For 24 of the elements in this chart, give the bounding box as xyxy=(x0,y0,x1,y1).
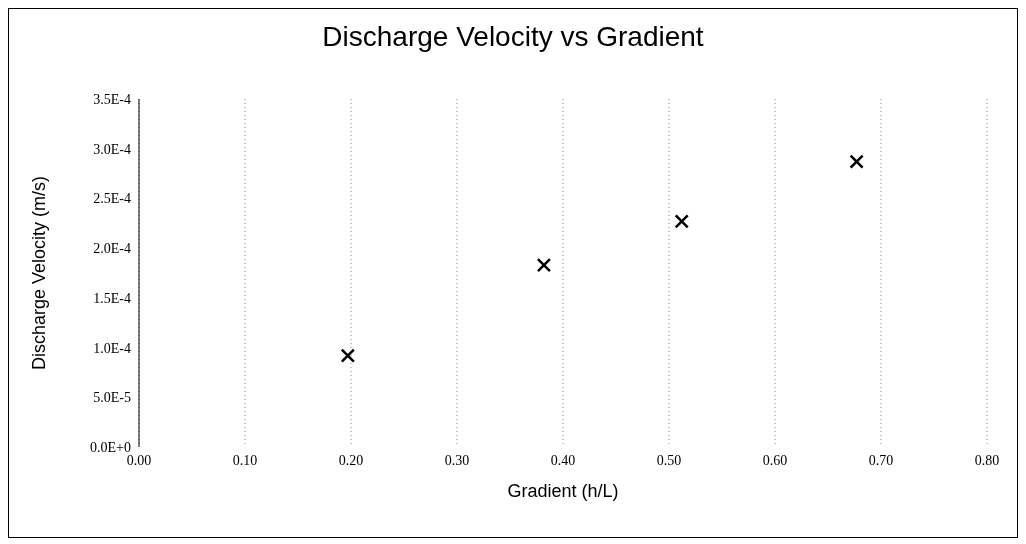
y-tick-label: 0.0E+0 xyxy=(90,439,131,455)
y-tick-label: 3.5E-4 xyxy=(93,91,131,107)
y-tick-label: 3.0E-4 xyxy=(93,141,131,157)
x-tick-label: 0.40 xyxy=(550,452,576,468)
chart-title: Discharge Velocity vs Gradient xyxy=(321,21,705,53)
x-axis-title: Gradient (h/L) xyxy=(507,481,619,501)
x-tick-label: 0.80 xyxy=(974,452,1000,468)
y-tick-label: 5.0E-5 xyxy=(93,390,131,406)
y-tick-label: 2.0E-4 xyxy=(93,241,131,257)
x-tick-label: 0.70 xyxy=(868,452,894,468)
x-tick-label: 0.50 xyxy=(656,452,682,468)
x-tick-label: 0.60 xyxy=(762,452,788,468)
y-tick-label: 2.5E-4 xyxy=(93,191,131,207)
x-tick-label: 0.30 xyxy=(444,452,470,468)
point xyxy=(536,257,552,273)
y-axis-title: Discharge Velocity (m/s) xyxy=(29,175,50,371)
y-tick-label: 1.5E-4 xyxy=(93,290,131,306)
point xyxy=(849,154,864,169)
point xyxy=(340,348,356,363)
x-tick-label: 0.10 xyxy=(232,452,258,468)
x-tick-label: 0.20 xyxy=(338,452,364,468)
y-tick-label: 1.0E-4 xyxy=(93,340,131,356)
x-tick-label: 0.00 xyxy=(126,452,152,468)
point xyxy=(674,214,689,229)
